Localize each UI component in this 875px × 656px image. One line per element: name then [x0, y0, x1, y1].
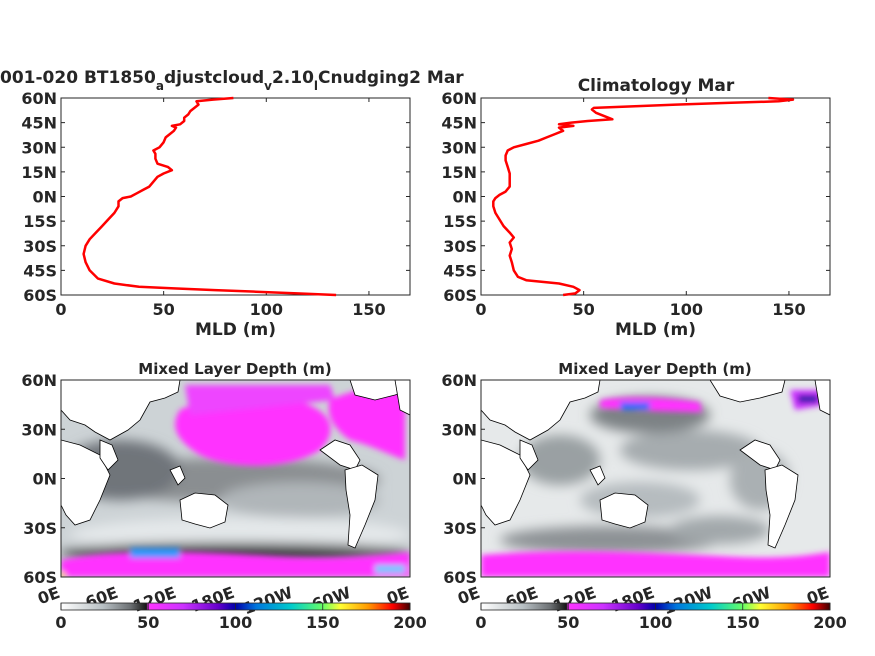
y-tick-label: 45S [23, 261, 57, 280]
x-tick-label: 50 [153, 300, 175, 319]
y-tick-label: 45N [21, 114, 57, 133]
colorbar-tick-label: 200 [813, 613, 846, 632]
y-tick-label: 15N [441, 163, 477, 182]
x-tick-label: 150 [772, 300, 805, 319]
map-climatology: Mixed Layer Depth (m) [441, 360, 846, 632]
map-x-tick-label: 120E [551, 583, 599, 616]
y-tick-label: 60N [441, 89, 477, 108]
y-tick-label: 30N [441, 138, 477, 157]
y-tick-label: 30S [23, 237, 57, 256]
colorbar-tick-label: 0 [475, 613, 486, 632]
x-tick-label: 50 [573, 300, 595, 319]
y-tick-label: 15S [443, 212, 477, 231]
colorbar-tick-label: 150 [726, 613, 759, 632]
land-climatology [481, 380, 830, 549]
colorbar-tick-label: 150 [306, 613, 339, 632]
colorbar-tick-label: 100 [219, 613, 252, 632]
y-tick-label: 0N [32, 188, 57, 207]
map-y-tick-label: 30N [441, 420, 477, 439]
map-y-tick-label: 60N [441, 371, 477, 390]
y-tick-label: 60N [21, 89, 57, 108]
map-y-tick-label: 30N [21, 420, 57, 439]
y-tick-label: 45S [443, 261, 477, 280]
x-tick-label: 100 [250, 300, 283, 319]
x-tick-label: 150 [352, 300, 385, 319]
y-tick-label: 30N [21, 138, 57, 157]
map-climatology-field [481, 380, 830, 577]
y-tick-label: 60S [23, 286, 57, 305]
map-x-tick-label: 120E [131, 583, 179, 616]
colorbar-tick-label: 100 [639, 613, 672, 632]
colorbar-tick-label: 50 [137, 613, 159, 632]
y-tick-label: 30S [443, 237, 477, 256]
map-x-tick-label: 180E [189, 583, 237, 616]
x-axis-label: MLD (m) [195, 320, 276, 340]
map-y-tick-label: 0N [452, 470, 477, 489]
map-y-tick-label: 60S [23, 568, 57, 587]
y-tick-label: 45N [441, 114, 477, 133]
y-tick-label: 60S [443, 286, 477, 305]
map-title-model: Mixed Layer Depth (m) [138, 360, 331, 378]
map-y-tick-label: 30S [23, 519, 57, 538]
colorbar-tick-label: 200 [393, 613, 426, 632]
mld-profile-line [82, 96, 337, 297]
plot-frame [480, 97, 831, 296]
plot-title-model: 001-020 BT1850adjustcloudv2.10lCnudging2… [0, 68, 464, 93]
colorbar-tick-label: 50 [557, 613, 579, 632]
y-tick-label: 15S [23, 212, 57, 231]
map-model: Mixed Layer Depth (m) [21, 360, 426, 632]
mld-profile-line [492, 96, 795, 297]
plot-frame [60, 97, 411, 296]
x-tick-label: 100 [670, 300, 703, 319]
y-tick-label: 0N [452, 188, 477, 207]
colorbar-tick-label: 0 [55, 613, 66, 632]
x-tick-label: 0 [55, 300, 66, 319]
map-y-tick-label: 60N [21, 371, 57, 390]
y-tick-label: 15N [21, 163, 57, 182]
map-title-climatology: Mixed Layer Depth (m) [558, 360, 751, 378]
line-plot-model: 001-020 BT1850adjustcloudv2.10lCnudging2… [0, 68, 464, 340]
land-model [61, 380, 410, 549]
map-y-tick-label: 30S [443, 519, 477, 538]
x-axis-label: MLD (m) [615, 320, 696, 340]
map-y-tick-label: 60S [443, 568, 477, 587]
map-model-field [61, 380, 410, 577]
plot-title-climatology: Climatology Mar [578, 76, 735, 96]
map-x-tick-label: 180E [609, 583, 657, 616]
line-plot-climatology: Climatology Mar 0 50 100 150 60S 45S 30S 15S 0N 1… [441, 76, 831, 340]
x-tick-label: 0 [475, 300, 486, 319]
map-y-tick-label: 0N [32, 470, 57, 489]
